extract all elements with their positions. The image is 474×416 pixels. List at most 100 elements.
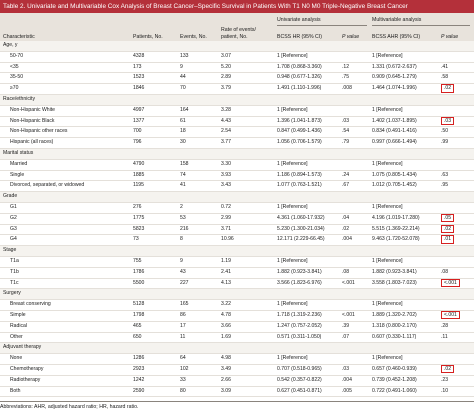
cell-patients: 1286 — [133, 353, 180, 365]
cell-uni-hr: 12.171 (2.229-66.45) — [277, 234, 342, 247]
cell-patients: 4790 — [133, 159, 180, 171]
cell-patients: 73 — [133, 234, 180, 247]
cell-rate: 4.13 — [221, 278, 277, 290]
row-label: <35 — [0, 62, 133, 74]
cell-events: 61 — [180, 116, 221, 128]
cell-multi-hr: 4.196 (1.019-17.280) — [372, 213, 441, 225]
cell-uni-hr: 4.361 (1.060-17.932) — [277, 213, 342, 225]
cell-multi-p — [441, 202, 474, 214]
cell-events: 70 — [180, 83, 221, 95]
table-title: Table 2. Univariate and Multivariable Co… — [0, 0, 474, 13]
cell-events: 133 — [180, 51, 221, 63]
section-row: Stage — [0, 245, 474, 257]
row-label: Radiotherapy — [0, 375, 133, 387]
cell-uni-p: .24 — [342, 170, 372, 182]
cell-events: 53 — [180, 213, 221, 225]
cell-patients: 1786 — [133, 267, 180, 279]
row-label: Both — [0, 386, 133, 398]
cell-multi-p: .02 — [441, 364, 474, 376]
cell-multi-hr: 5.515 (1.369-22.214) — [372, 224, 441, 236]
cell-uni-p — [342, 353, 372, 365]
table-row: Non-Hispanic White 4997 164 3.28 1 [Referenc… — [0, 105, 474, 117]
cell-multi-hr: 1 [Reference] — [372, 159, 441, 171]
cell-rate: 3.66 — [221, 321, 277, 333]
section-label: Stage — [0, 245, 474, 257]
cell-multi-p — [441, 105, 474, 117]
cell-patients: 465 — [133, 321, 180, 333]
cell-uni-p — [342, 159, 372, 171]
row-label: G4 — [0, 234, 133, 247]
table-row: <35 173 9 5.20 1.708 (0.868-3.360) .12 1.331 (… — [0, 62, 474, 74]
row-label: Non-Hispanic Black — [0, 116, 133, 128]
header-multi-p: P value — [441, 34, 459, 40]
cell-rate: 2.54 — [221, 126, 277, 139]
cell-uni-p: .008 — [342, 83, 372, 95]
table-row: Non-Hispanic other races 700 18 2.54 0.847 (… — [0, 126, 474, 139]
cell-multi-hr: 0.834 (0.491-1.416) — [372, 126, 441, 139]
row-label: Hispanic (all races) — [0, 137, 133, 149]
header-uni-p: P value — [342, 34, 360, 40]
table-row: Other 650 11 1.69 0.571 (0.311-1.050) .07 0.60… — [0, 332, 474, 344]
cell-events: 165 — [180, 299, 221, 311]
cell-events: 227 — [180, 278, 221, 290]
cell-events: 11 — [180, 332, 221, 344]
cell-patients: 1798 — [133, 310, 180, 322]
cell-patients: 796 — [133, 137, 180, 149]
cell-rate: 3.71 — [221, 224, 277, 236]
cell-patients: 276 — [133, 202, 180, 214]
table-row: Both 2590 80 3.09 0.627 (0.451-0.871) .005 0.7… — [0, 386, 474, 398]
cell-multi-hr: 0.657 (0.460-0.939) — [372, 364, 441, 376]
header-patients: Patients, No. — [133, 34, 163, 40]
cell-rate: 1.19 — [221, 256, 277, 268]
table-row: 50-70 4328 133 3.07 1 [Reference] 1 [Referenc… — [0, 51, 474, 63]
section-label: Race/ethnicity — [0, 94, 474, 106]
cell-uni-hr: 0.707 (0.518-0.965) — [277, 364, 342, 376]
highlight-box: .02 — [441, 224, 455, 234]
section-row: Adjuvant therapy — [0, 342, 474, 355]
highlight-box: <.001 — [441, 278, 460, 288]
section-label: Surgery — [0, 288, 474, 301]
cell-uni-hr: 0.847 (0.499-1.436) — [277, 126, 342, 139]
table-row: T1c 5500 227 4.13 3.566 (1.823-6.976) <.001 3.… — [0, 278, 474, 290]
row-label: Breast conserving — [0, 299, 133, 311]
cell-events: 8 — [180, 234, 221, 247]
multivariable-rule — [372, 25, 470, 26]
cell-uni-hr: 1.882 (0.923-3.841) — [277, 267, 342, 279]
row-label: Non-Hispanic other races — [0, 126, 133, 139]
cell-multi-p: .03 — [441, 116, 474, 128]
cell-patients: 1846 — [133, 83, 180, 95]
cell-rate: 2.66 — [221, 375, 277, 387]
cell-multi-hr: 0.722 (0.491-1.060) — [372, 386, 441, 398]
cell-rate: 10.96 — [221, 234, 277, 247]
cell-uni-p: .04 — [342, 213, 372, 225]
row-label: 50-70 — [0, 51, 133, 63]
table-row: T1a 755 9 1.19 1 [Reference] 1 [Reference] — [0, 256, 474, 268]
cell-multi-hr: 1.464 (1.074-1.996) — [372, 83, 441, 95]
highlight-box: <.001 — [441, 310, 460, 320]
cell-rate: 4.43 — [221, 116, 277, 128]
table-row: G2 1775 53 2.99 4.361 (1.060-17.932) .04 4.196… — [0, 213, 474, 225]
cell-events: 2 — [180, 202, 221, 214]
cell-events: 43 — [180, 267, 221, 279]
row-label: Married — [0, 159, 133, 171]
row-label: G3 — [0, 224, 133, 236]
cell-uni-p — [342, 51, 372, 63]
highlight-box: .03 — [441, 116, 455, 126]
cell-patients: 4328 — [133, 51, 180, 63]
table-row: Simple 1798 86 4.78 1.718 (1.319-2.236) <.001… — [0, 310, 474, 322]
header-rate-line1: Rate of events/ — [221, 27, 256, 33]
cell-events: 44 — [180, 72, 221, 85]
highlight-box: .01 — [441, 235, 455, 244]
cell-multi-hr: 1.012 (0.705-1.452) — [372, 180, 441, 193]
cell-uni-hr: 0.542 (0.357-0.822) — [277, 375, 342, 387]
cell-uni-p: .39 — [342, 321, 372, 333]
cell-uni-p: .02 — [342, 224, 372, 236]
table-body: Age, y 50-70 4328 133 3.07 1 [Reference] 1 [Re… — [0, 41, 474, 398]
cell-uni-p: <.001 — [342, 278, 372, 290]
cell-multi-p: .99 — [441, 137, 474, 149]
cell-patients: 5128 — [133, 299, 180, 311]
cell-multi-hr: 0.607 (0.330-1.117) — [372, 332, 441, 344]
section-row: Surgery — [0, 288, 474, 301]
cell-patients: 173 — [133, 62, 180, 74]
